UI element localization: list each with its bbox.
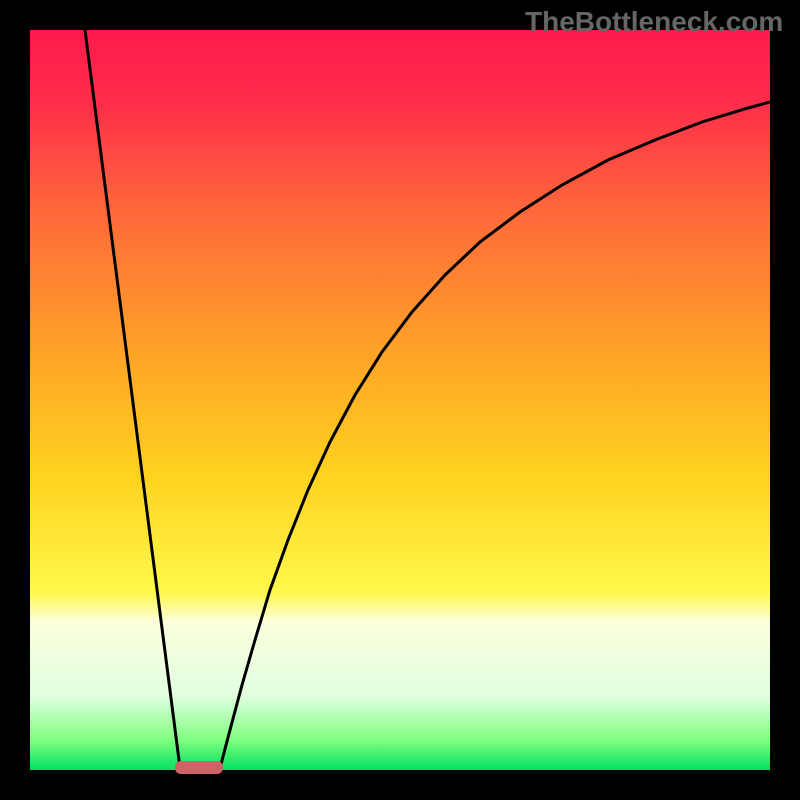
bottleneck-marker <box>175 761 223 774</box>
plot-area <box>30 30 770 770</box>
chart-container: TheBottleneck.com <box>0 0 800 800</box>
right-curve <box>220 102 770 768</box>
watermark-text: TheBottleneck.com <box>525 6 783 38</box>
curve-layer <box>30 30 770 770</box>
left-curve <box>85 30 180 768</box>
